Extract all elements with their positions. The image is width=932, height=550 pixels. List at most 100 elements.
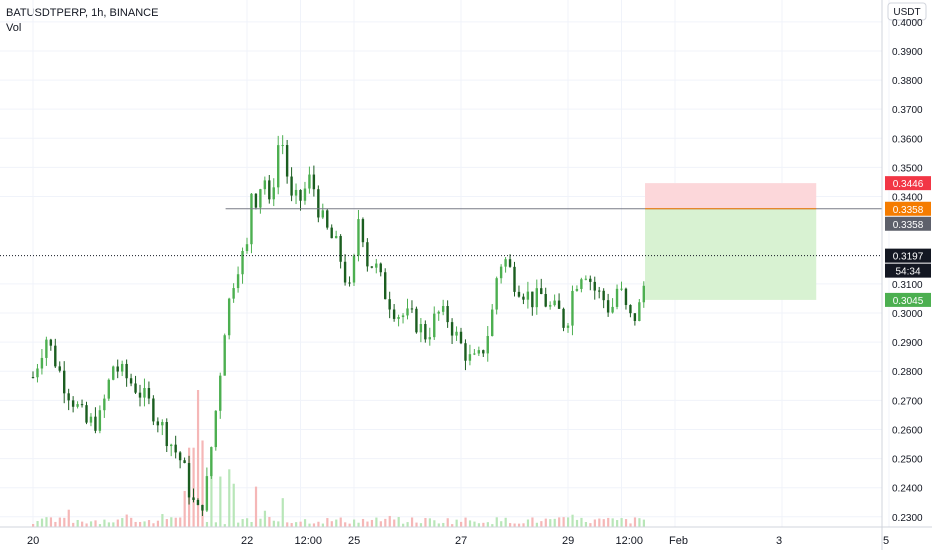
candle-body[interactable] <box>629 304 632 314</box>
candle-body[interactable] <box>486 335 489 354</box>
candle-body[interactable] <box>152 398 155 422</box>
candle-body[interactable] <box>468 354 472 361</box>
candle-body[interactable] <box>143 388 146 398</box>
candle-body[interactable] <box>299 189 302 201</box>
candle-body[interactable] <box>522 296 525 300</box>
candle-body[interactable] <box>63 370 66 394</box>
candle-body[interactable] <box>321 210 324 218</box>
candle-body[interactable] <box>459 331 463 344</box>
candle-body[interactable] <box>165 422 168 447</box>
candle-body[interactable] <box>201 504 204 511</box>
candle-body[interactable] <box>303 188 307 201</box>
candle-body[interactable] <box>361 219 365 243</box>
candle-body[interactable] <box>433 313 436 338</box>
candle-body[interactable] <box>562 308 565 328</box>
candle-body[interactable] <box>526 291 530 300</box>
candle-body[interactable] <box>548 305 552 307</box>
candle-body[interactable] <box>375 263 378 268</box>
candle-body[interactable] <box>392 309 396 319</box>
candle-body[interactable] <box>187 463 191 498</box>
candle-body[interactable] <box>290 176 293 196</box>
candle-body[interactable] <box>339 235 342 262</box>
candle-body[interactable] <box>366 242 369 267</box>
candle-body[interactable] <box>31 377 35 379</box>
candle-body[interactable] <box>71 400 75 407</box>
candle-body[interactable] <box>36 368 39 378</box>
candle-body[interactable] <box>232 288 235 299</box>
candle-body[interactable] <box>517 291 521 297</box>
candle-body[interactable] <box>214 410 217 448</box>
candle-body[interactable] <box>611 306 614 313</box>
position-reward-zone[interactable] <box>645 208 817 300</box>
candle-body[interactable] <box>370 266 374 268</box>
candle-body[interactable] <box>281 145 284 147</box>
candle-body[interactable] <box>241 251 244 275</box>
candle-body[interactable] <box>268 180 271 200</box>
candle-body[interactable] <box>116 366 119 372</box>
candle-body[interactable] <box>112 366 115 380</box>
candle-body[interactable] <box>120 363 124 372</box>
candle-body[interactable] <box>317 189 320 218</box>
candle-body[interactable] <box>107 379 110 399</box>
candle-body[interactable] <box>54 345 57 367</box>
candle-body[interactable] <box>397 317 400 319</box>
candle-body[interactable] <box>553 300 556 306</box>
candle-body[interactable] <box>544 293 547 307</box>
candle-body[interactable] <box>499 266 503 279</box>
candle-body[interactable] <box>482 350 485 354</box>
candle-body[interactable] <box>227 298 231 336</box>
candle-body[interactable] <box>557 300 561 309</box>
candle-body[interactable] <box>464 343 467 361</box>
candle-body[interactable] <box>98 410 102 431</box>
candle-body[interactable] <box>85 405 88 423</box>
candle-body[interactable] <box>334 235 338 239</box>
candle-body[interactable] <box>294 189 298 196</box>
candle-body[interactable] <box>174 444 177 453</box>
candle-body[interactable] <box>312 174 316 190</box>
candle-body[interactable] <box>277 145 280 188</box>
candle-body[interactable] <box>615 288 619 307</box>
candle-body[interactable] <box>170 444 173 447</box>
candle-body[interactable] <box>357 219 360 256</box>
candle-body[interactable] <box>45 339 48 358</box>
candle-body[interactable] <box>410 308 414 310</box>
candle-body[interactable] <box>147 388 151 399</box>
candle-body[interactable] <box>192 497 195 500</box>
candle-body[interactable] <box>624 288 628 305</box>
candle-body[interactable] <box>219 375 222 411</box>
candle-body[interactable] <box>424 324 427 340</box>
candle-body[interactable] <box>245 244 249 252</box>
candle-body[interactable] <box>606 300 610 313</box>
candle-body[interactable] <box>495 278 498 310</box>
candle-body[interactable] <box>326 210 329 228</box>
candle-body[interactable] <box>67 393 70 401</box>
candle-body[interactable] <box>384 272 387 300</box>
candle-body[interactable] <box>348 282 351 284</box>
candle-body[interactable] <box>441 306 445 312</box>
candle-body[interactable] <box>125 363 128 379</box>
candle-body[interactable] <box>633 313 637 321</box>
candle-body[interactable] <box>446 306 449 323</box>
candle-body[interactable] <box>415 308 418 333</box>
candle-body[interactable] <box>76 404 79 407</box>
candle-body[interactable] <box>103 398 106 411</box>
candle-body[interactable] <box>129 378 133 384</box>
candle-body[interactable] <box>620 288 623 290</box>
candle-body[interactable] <box>89 416 93 423</box>
candle-body[interactable] <box>330 227 333 239</box>
candle-body[interactable] <box>540 288 543 294</box>
position-risk-zone[interactable] <box>645 183 817 209</box>
candle-body[interactable] <box>308 174 311 189</box>
candle-body[interactable] <box>263 180 267 190</box>
candle-body[interactable] <box>352 255 356 283</box>
candle-body[interactable] <box>94 416 97 431</box>
candle-body[interactable] <box>250 193 253 245</box>
candle-body[interactable] <box>134 383 137 393</box>
candle-body[interactable] <box>419 324 423 333</box>
candle-body[interactable] <box>236 274 240 289</box>
candle-body[interactable] <box>254 193 258 208</box>
candle-body[interactable] <box>598 290 601 292</box>
candle-body[interactable] <box>58 366 61 371</box>
candle-body[interactable] <box>450 322 454 336</box>
